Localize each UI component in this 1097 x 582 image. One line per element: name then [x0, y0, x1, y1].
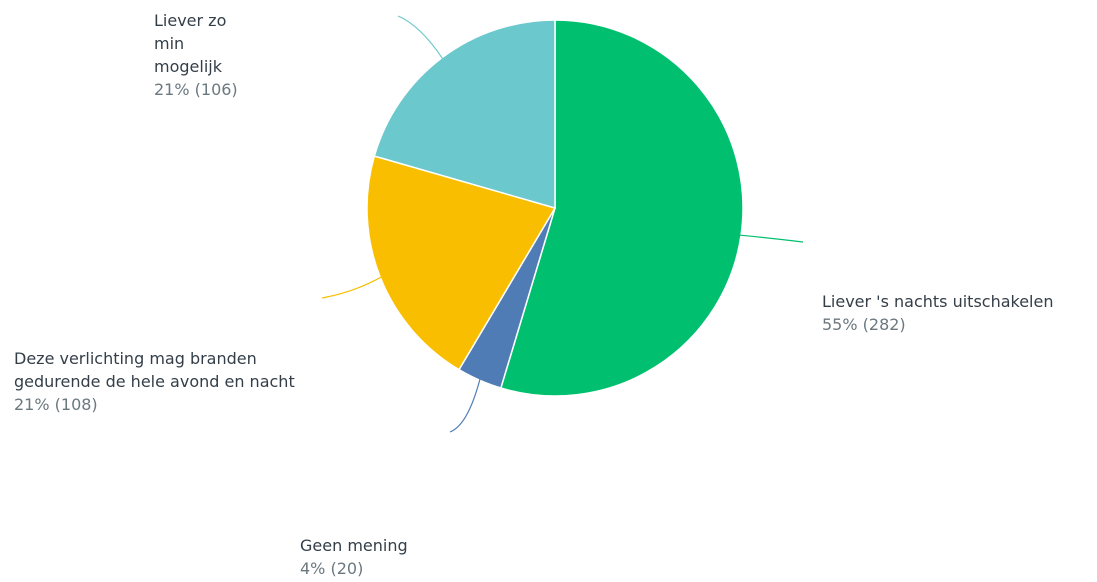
category-name: Geen mening [300, 536, 408, 555]
value-label: 21% (106) [154, 80, 238, 99]
slice-label: Liever 's nachts uitschakelen 55% (282) [822, 290, 1097, 336]
category-name: Deze verlichting mag branden gedurende d… [14, 349, 295, 391]
slice-label: Deze verlichting mag branden gedurende d… [14, 347, 314, 416]
slice-label: Geen mening 4% (20) [300, 534, 500, 580]
category-name: Liever zo min mogelijk [154, 11, 227, 76]
value-label: 21% (108) [14, 395, 98, 414]
leader-line [397, 15, 444, 60]
slice-label: Liever zo min mogelijk 21% (106) [154, 9, 254, 101]
leader-line [738, 234, 804, 243]
category-name: Liever 's nachts uitschakelen [822, 292, 1054, 311]
leader-line [321, 276, 383, 299]
value-label: 55% (282) [822, 315, 906, 334]
leader-line [449, 378, 481, 433]
value-label: 4% (20) [300, 559, 364, 578]
